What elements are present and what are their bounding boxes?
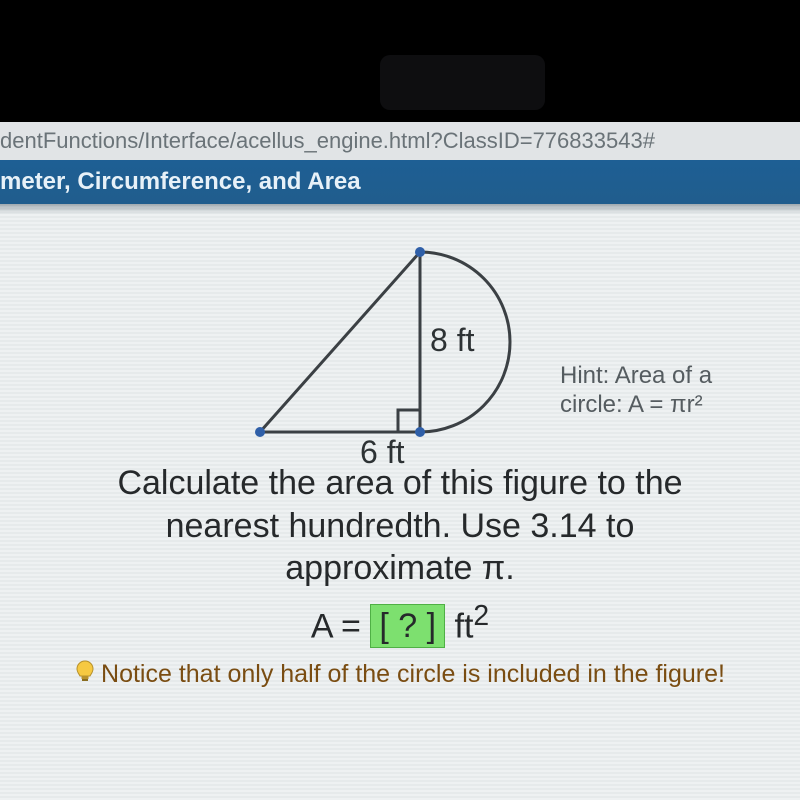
question-text: Calculate the area of this figure to the… (0, 462, 800, 590)
answer-prefix: A = (311, 607, 371, 645)
height-label: 8 ft (430, 322, 474, 359)
question-line3: approximate π. (285, 549, 514, 587)
lesson-title-bar: meter, Circumference, and Area (0, 160, 800, 204)
hint-line1: Hint: Area of a (560, 362, 712, 389)
vertex-dot (415, 247, 425, 257)
lightbulb-icon (75, 660, 95, 691)
answer-line: A = [ ? ] ft2 (0, 600, 800, 646)
question-line2: nearest hundredth. Use 3.14 to (166, 507, 635, 545)
figure-diagram: 8 ft 6 ft Hint: Area of a circle: A = πr… (0, 222, 800, 462)
triangle-outline (260, 252, 420, 432)
device-notch (380, 55, 545, 110)
lesson-content: 8 ft 6 ft Hint: Area of a circle: A = πr… (0, 222, 800, 691)
address-bar[interactable]: dentFunctions/Interface/acellus_engine.h… (0, 122, 800, 161)
lesson-title-text: meter, Circumference, and Area (0, 168, 361, 195)
hint-box: Hint: Area of a circle: A = πr² (560, 362, 790, 420)
notice-line: Notice that only half of the circle is i… (0, 660, 800, 691)
answer-suffix: ft (445, 607, 473, 645)
answer-input-box[interactable]: [ ? ] (370, 604, 445, 648)
title-shadow (0, 204, 800, 214)
hint-line2: circle: A = πr² (560, 391, 703, 418)
photo-frame: dentFunctions/Interface/acellus_engine.h… (0, 0, 800, 800)
figure-svg (0, 222, 800, 462)
answer-exponent: 2 (473, 600, 489, 632)
vertex-dot (255, 427, 265, 437)
notice-text: Notice that only half of the circle is i… (101, 660, 725, 688)
screen-area: dentFunctions/Interface/acellus_engine.h… (0, 122, 800, 800)
base-label: 6 ft (360, 434, 404, 471)
vertex-dot (415, 427, 425, 437)
url-text: dentFunctions/Interface/acellus_engine.h… (0, 128, 655, 153)
